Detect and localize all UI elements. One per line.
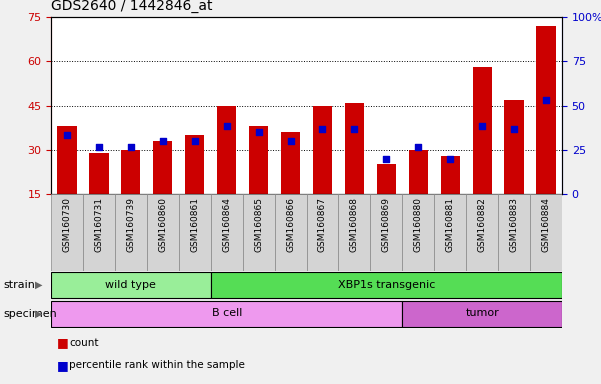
Bar xyxy=(530,194,562,271)
Point xyxy=(285,138,295,144)
Bar xyxy=(51,301,402,327)
Bar xyxy=(115,194,147,271)
Text: GSM160739: GSM160739 xyxy=(126,197,135,252)
Bar xyxy=(498,194,530,271)
Text: wild type: wild type xyxy=(105,280,156,290)
Point xyxy=(158,138,168,144)
Bar xyxy=(377,164,396,194)
Text: GSM160730: GSM160730 xyxy=(63,197,72,252)
Bar xyxy=(537,26,555,194)
Text: GSM160731: GSM160731 xyxy=(94,197,103,252)
Text: GSM160882: GSM160882 xyxy=(478,197,487,252)
Point xyxy=(541,97,551,103)
Point xyxy=(190,138,200,144)
Point xyxy=(445,156,455,162)
Bar xyxy=(281,132,300,194)
Bar xyxy=(51,194,83,271)
Text: strain: strain xyxy=(3,280,35,290)
Bar xyxy=(179,194,211,271)
Text: GSM160865: GSM160865 xyxy=(254,197,263,252)
Bar xyxy=(409,150,428,194)
Bar xyxy=(466,194,498,271)
Bar xyxy=(121,150,141,194)
Bar xyxy=(58,126,77,194)
Text: GSM160868: GSM160868 xyxy=(350,197,359,252)
Text: specimen: specimen xyxy=(3,309,56,319)
Point xyxy=(254,129,263,135)
Text: ▶: ▶ xyxy=(35,280,42,290)
Bar xyxy=(338,194,370,271)
Bar xyxy=(345,103,364,194)
Point xyxy=(126,144,136,150)
Point xyxy=(63,132,72,138)
Bar xyxy=(83,194,115,271)
Point xyxy=(382,156,391,162)
Text: GSM160861: GSM160861 xyxy=(191,197,200,252)
Text: GSM160869: GSM160869 xyxy=(382,197,391,252)
Bar xyxy=(275,194,307,271)
Text: ■: ■ xyxy=(57,336,69,349)
Bar xyxy=(402,301,562,327)
Bar xyxy=(249,126,268,194)
Text: GDS2640 / 1442846_at: GDS2640 / 1442846_at xyxy=(51,0,213,13)
Bar xyxy=(90,153,109,194)
Text: GSM160864: GSM160864 xyxy=(222,197,231,252)
Bar xyxy=(211,194,243,271)
Point xyxy=(477,123,487,129)
Text: percentile rank within the sample: percentile rank within the sample xyxy=(69,360,245,370)
Bar xyxy=(217,106,236,194)
Bar xyxy=(51,272,211,298)
Point xyxy=(509,126,519,132)
Bar xyxy=(313,106,332,194)
Bar xyxy=(211,272,562,298)
Bar xyxy=(153,141,172,194)
Point xyxy=(413,144,423,150)
Text: GSM160881: GSM160881 xyxy=(446,197,455,252)
Bar xyxy=(370,194,402,271)
Point xyxy=(318,126,328,132)
Text: tumor: tumor xyxy=(465,308,499,318)
Bar xyxy=(504,100,523,194)
Bar xyxy=(402,194,435,271)
Text: GSM160883: GSM160883 xyxy=(510,197,519,252)
Point xyxy=(222,123,231,129)
Text: ▶: ▶ xyxy=(35,309,42,319)
Text: GSM160880: GSM160880 xyxy=(413,197,423,252)
Bar xyxy=(441,156,460,194)
Text: GSM160866: GSM160866 xyxy=(286,197,295,252)
Bar xyxy=(147,194,179,271)
Text: GSM160867: GSM160867 xyxy=(318,197,327,252)
Bar xyxy=(472,67,492,194)
Text: count: count xyxy=(69,338,99,348)
Point xyxy=(94,144,104,150)
Text: GSM160860: GSM160860 xyxy=(158,197,167,252)
Text: XBP1s transgenic: XBP1s transgenic xyxy=(338,280,435,290)
Bar xyxy=(243,194,275,271)
Text: B cell: B cell xyxy=(212,308,242,318)
Text: GSM160884: GSM160884 xyxy=(542,197,551,252)
Bar xyxy=(434,194,466,271)
Bar xyxy=(185,135,204,194)
Text: ■: ■ xyxy=(57,359,69,372)
Point xyxy=(350,126,359,132)
Bar xyxy=(307,194,338,271)
